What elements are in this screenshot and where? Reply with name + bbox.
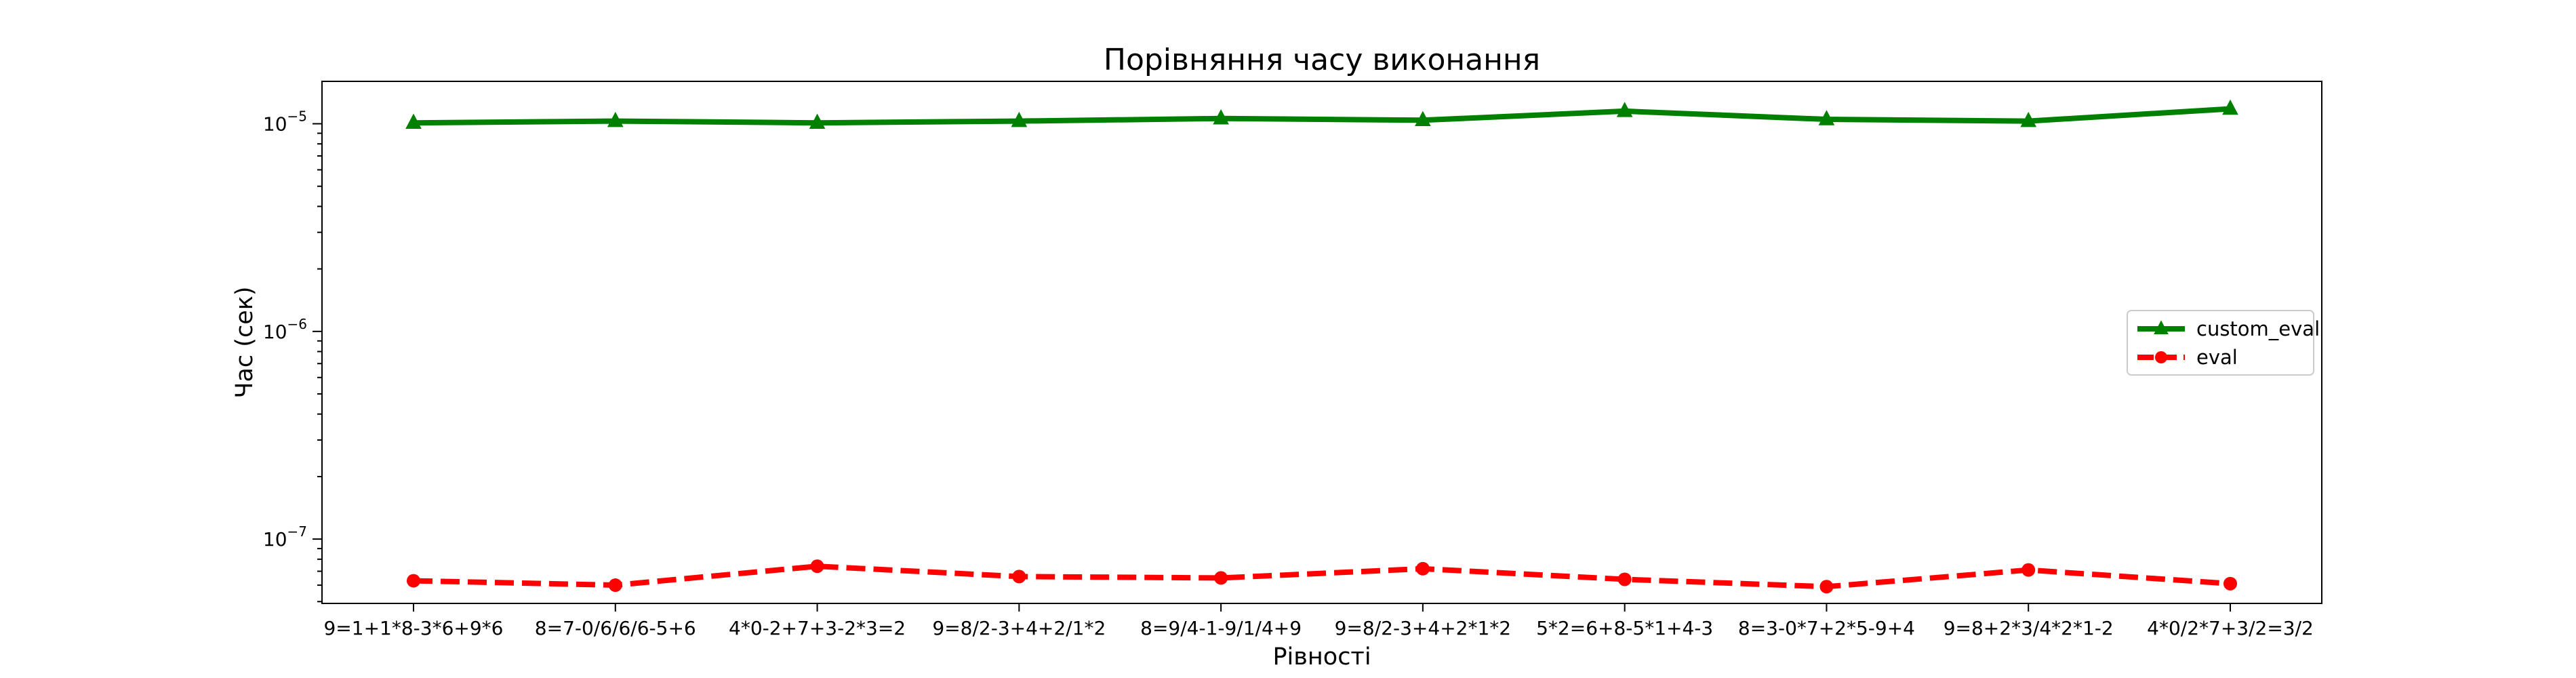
legend-item: eval [2137, 346, 2238, 369]
series-line [413, 106, 2231, 126]
data-point [2021, 563, 2036, 577]
chart-title: Порівняння часу виконання [1104, 43, 1540, 77]
data-point [1011, 111, 1028, 127]
legend-marker [2154, 320, 2169, 334]
x-tick-label: 9=8/2-3+4+2/1*2 [932, 617, 1106, 639]
x-tick-label: 4*0-2+7+3-2*3=2 [729, 617, 906, 639]
x-tick-label: 9=8/2-3+4+2*1*2 [1335, 617, 1511, 639]
data-point [1819, 580, 1834, 594]
data-point [1415, 111, 1431, 127]
x-tick-label: 5*2=6+8-5*1+4-3 [1536, 617, 1713, 639]
y-tick-exponent: −6 [287, 316, 307, 332]
data-point [407, 574, 420, 588]
y-tick-exponent: −7 [287, 523, 307, 540]
x-tick-label: 9=1+1*8-3*6+9*6 [323, 617, 503, 639]
legend-label: custom_eval [2196, 317, 2320, 340]
data-point [1214, 571, 1228, 585]
data-point [1415, 561, 1430, 576]
x-tick-label: 4*0/2*7+3/2=3/2 [2147, 617, 2314, 639]
data-point [608, 578, 622, 593]
y-tick-base: 10 [263, 113, 287, 136]
data-point [1213, 109, 1229, 125]
data-point [405, 113, 422, 129]
data-point [1012, 570, 1026, 584]
plot-area [321, 81, 2322, 604]
y-tick-exponent: −5 [287, 108, 307, 125]
x-tick-label: 9=8+2*3/4*2*1-2 [1944, 617, 2114, 639]
legend-label: eval [2196, 346, 2238, 369]
x-tick-label: 8=9/4-1-9/1/4+9 [1140, 617, 1302, 639]
x-axis-label: Рівності [1272, 643, 1371, 671]
y-axis-label: Час (сек) [231, 286, 258, 398]
series-group [405, 99, 2238, 594]
y-axis: 10−510−610−7 [263, 108, 322, 603]
x-axis: 9=1+1*8-3*6+9*6 8=7-0/6/6/6-5+6 4*0-2+7+3-… [323, 603, 2314, 639]
data-point [809, 113, 826, 129]
y-tick-label: 10−7 [263, 523, 307, 551]
y-tick-label: 10−6 [263, 316, 307, 343]
series-eval [407, 559, 2237, 594]
legend-marker [2155, 351, 2167, 363]
y-tick-label: 10−5 [263, 108, 307, 136]
data-point [2223, 576, 2237, 591]
data-point [810, 559, 824, 574]
x-tick-label: 8=7-0/6/6/6-5+6 [535, 617, 696, 639]
data-point [1617, 572, 1632, 586]
x-tick-label: 8=3-0*7+2*5-9+4 [1738, 617, 1915, 639]
data-point [1818, 110, 1835, 125]
data-point [2222, 99, 2238, 115]
series-custom_eval [405, 99, 2238, 129]
y-tick-base: 10 [263, 528, 287, 551]
series-line [413, 563, 2231, 590]
legend-item: custom_eval [2137, 317, 2320, 340]
y-tick-base: 10 [263, 321, 287, 343]
data-point [607, 111, 624, 127]
data-point [2020, 111, 2037, 127]
data-point [1616, 102, 1633, 117]
